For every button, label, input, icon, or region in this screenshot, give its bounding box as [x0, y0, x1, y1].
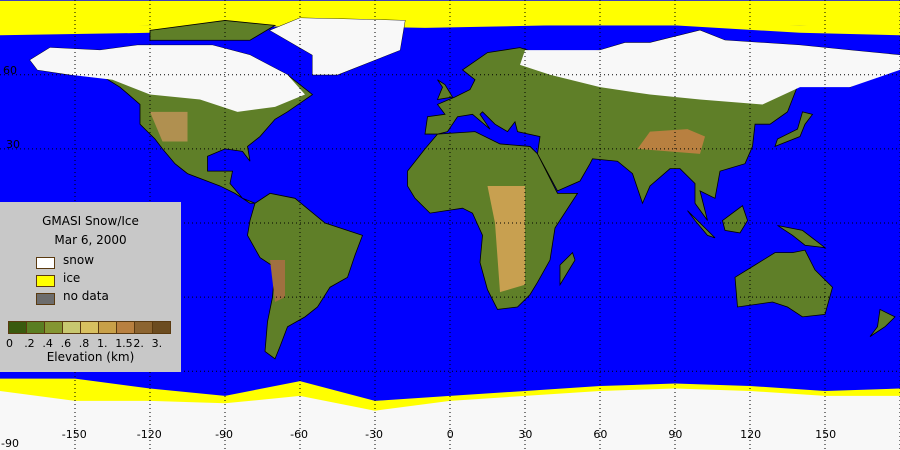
- lon-label: -120: [136, 428, 162, 441]
- colorbar-segment: [135, 322, 153, 333]
- legend-date: Mar 6, 2000: [54, 233, 127, 247]
- colorbar-label: Elevation (km): [46, 350, 135, 364]
- lon-label: 60: [593, 428, 608, 441]
- legend-title: GMASI Snow/Ice: [42, 214, 139, 228]
- ice-swatch: [36, 275, 55, 287]
- colorbar-tick-label: .6: [60, 337, 72, 350]
- greenland-snow: [270, 17, 405, 75]
- lat-label-30: 30: [6, 138, 20, 151]
- ice-label: ice: [63, 271, 81, 285]
- lon-label: -90: [215, 428, 234, 441]
- legend: GMASI Snow/Ice Mar 6, 2000 snow ice no d…: [0, 202, 181, 372]
- borneo: [722, 205, 748, 234]
- no-data-label: no data: [63, 289, 109, 303]
- snow-label: snow: [63, 253, 95, 267]
- colorbar-tick-label: 2.: [133, 337, 144, 350]
- new-zealand: [869, 308, 896, 337]
- colorbar-segment: [99, 322, 117, 333]
- lat-label-60: 60: [3, 64, 17, 77]
- australia: [734, 249, 833, 318]
- colorbar-tick-label: 0: [6, 337, 13, 350]
- lon-label: 0: [446, 428, 454, 441]
- colorbar-segment: [63, 322, 81, 333]
- colorbar-tick-label: 1.: [97, 337, 108, 350]
- andes: [270, 260, 285, 303]
- colorbar-tick-label: .8: [78, 337, 90, 350]
- canadian-archipelago: [149, 20, 277, 41]
- japan: [774, 111, 814, 148]
- colorbar-segment: [81, 322, 99, 333]
- colorbar-tick-label: .4: [42, 337, 53, 350]
- rocky-mountains: [150, 111, 188, 142]
- south-america: [247, 192, 364, 360]
- lon-label: -150: [61, 428, 87, 441]
- lat-label-neg90: -90: [1, 437, 19, 450]
- madagascar: [559, 251, 576, 287]
- elevation-colorbar: [8, 321, 171, 334]
- new-guinea: [777, 225, 827, 249]
- colorbar-tick-label: 3.: [151, 337, 163, 350]
- colorbar-segment: [9, 322, 27, 333]
- colorbar-tick-label: 1.5: [115, 337, 133, 350]
- antarctica-snow: [0, 388, 900, 450]
- siberia-snow: [520, 30, 900, 105]
- sumatra: [687, 210, 716, 239]
- great-britain: [436, 79, 454, 101]
- tibetan-plateau: [637, 129, 705, 154]
- lon-label: 150: [815, 428, 837, 441]
- lon-label: -30: [365, 428, 384, 441]
- colorbar-segment: [27, 322, 45, 333]
- snow-swatch: [36, 257, 55, 269]
- lon-label: 120: [740, 428, 762, 441]
- colorbar-segment: [153, 322, 170, 333]
- lon-label: 90: [668, 428, 683, 441]
- lon-label: 30: [518, 428, 533, 441]
- lon-label: -60: [290, 428, 309, 441]
- no-data-swatch: [36, 293, 55, 305]
- african-uplands: [487, 185, 525, 293]
- colorbar-segment: [45, 322, 63, 333]
- north-america-snow: [30, 45, 305, 112]
- colorbar-tick-label: .2: [24, 337, 35, 350]
- colorbar-segment: [117, 322, 135, 333]
